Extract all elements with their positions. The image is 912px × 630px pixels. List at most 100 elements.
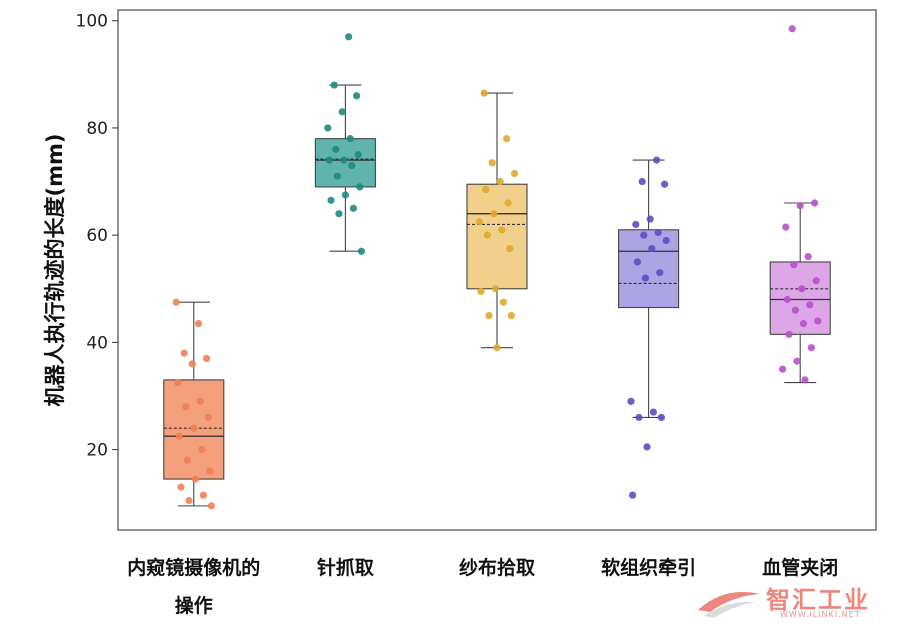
data-point	[356, 183, 364, 191]
data-point	[656, 269, 664, 277]
data-point	[324, 124, 332, 132]
box-group	[769, 25, 831, 384]
data-point	[198, 445, 206, 454]
data-point	[330, 81, 338, 89]
watermark-logo-icon	[698, 592, 760, 618]
data-point	[814, 317, 822, 325]
data-point	[812, 277, 820, 285]
data-point	[190, 424, 198, 432]
data-point	[348, 161, 356, 170]
data-point	[507, 311, 515, 320]
data-point	[633, 258, 642, 266]
data-point	[357, 247, 365, 255]
data-point	[807, 344, 816, 352]
data-point	[506, 244, 514, 253]
data-point	[477, 287, 485, 296]
data-point	[488, 159, 496, 167]
data-point	[172, 298, 180, 306]
data-point	[657, 413, 666, 422]
data-point	[485, 311, 493, 320]
watermark-url: WWW.ILINKI.NET	[780, 610, 861, 619]
data-point	[480, 89, 488, 97]
data-point	[191, 475, 199, 483]
box-iqr	[466, 183, 528, 290]
data-point	[641, 274, 650, 282]
data-point	[629, 491, 637, 499]
data-point	[175, 432, 183, 440]
y-tick-label: 40	[86, 333, 108, 353]
data-point	[490, 210, 498, 218]
x-tick-label: 血管夹闭	[762, 556, 838, 579]
data-point	[491, 285, 499, 293]
data-point	[503, 135, 511, 143]
data-point	[793, 357, 801, 365]
y-tick-label: 100	[76, 12, 108, 32]
data-point	[498, 226, 506, 234]
box-group	[618, 156, 680, 499]
x-tick-label: 操作	[175, 594, 213, 617]
data-point	[638, 177, 646, 186]
plot-frame	[117, 9, 877, 531]
data-point	[504, 199, 512, 207]
data-point	[811, 199, 819, 207]
data-point	[493, 344, 501, 352]
data-point	[483, 231, 491, 239]
data-point	[799, 320, 808, 328]
data-point	[206, 467, 214, 475]
data-point	[203, 354, 211, 363]
x-tick-label: 纱布拾取	[459, 556, 535, 579]
box-group	[314, 33, 376, 255]
box-iqr	[314, 138, 376, 188]
y-tick-label: 20	[86, 441, 108, 461]
watermark: 智汇工业 WWW.ILINKI.NET	[694, 580, 904, 624]
data-point	[338, 108, 346, 116]
data-point	[662, 236, 670, 245]
data-point	[340, 156, 348, 164]
data-point	[653, 156, 661, 164]
data-point	[327, 196, 335, 204]
data-point	[346, 135, 354, 143]
data-point	[796, 202, 804, 210]
data-point	[785, 330, 793, 338]
data-point	[325, 156, 333, 164]
data-point	[643, 443, 651, 451]
data-point	[204, 413, 212, 422]
data-point	[183, 456, 191, 464]
data-point	[335, 210, 343, 218]
data-point	[646, 215, 654, 223]
data-point	[649, 408, 658, 416]
data-point	[510, 169, 519, 178]
data-point	[341, 191, 349, 199]
data-point	[627, 397, 635, 405]
data-point	[333, 172, 341, 180]
data-point	[783, 295, 792, 304]
axes-layer	[112, 9, 877, 531]
data-point	[177, 483, 185, 491]
box-group	[163, 298, 225, 510]
data-point	[196, 397, 204, 405]
data-point	[207, 502, 215, 510]
data-point	[779, 365, 787, 373]
data-point	[806, 301, 814, 309]
x-tick-label: 内窥镜摄像机的	[127, 556, 260, 579]
x-tick-label: 软组织牵引	[601, 556, 696, 579]
box-group	[466, 89, 528, 352]
data-point	[195, 320, 203, 328]
data-point	[345, 33, 353, 41]
y-tick-label: 60	[86, 226, 108, 246]
data-point	[475, 218, 483, 226]
data-point	[188, 360, 196, 368]
data-point	[182, 403, 190, 411]
x-tick-label: 针抓取	[317, 556, 374, 579]
data-point	[791, 306, 800, 314]
data-point	[801, 376, 809, 384]
data-point	[482, 185, 490, 194]
data-point	[635, 413, 643, 422]
data-point	[180, 349, 188, 357]
data-point	[804, 252, 812, 261]
data-point	[798, 285, 806, 293]
data-point	[496, 177, 504, 186]
data-point	[174, 378, 182, 387]
y-axis-label: 机器人执行轨迹的长度(mm)	[43, 134, 67, 407]
